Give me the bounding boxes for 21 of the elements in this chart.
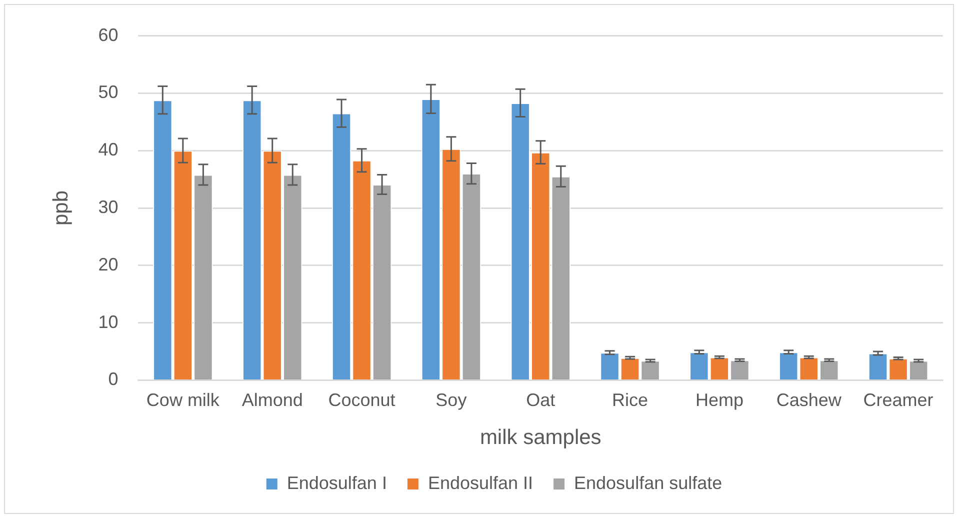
x-tick-label: Cow milk: [146, 390, 220, 410]
x-tick-label: Hemp: [695, 390, 744, 410]
y-tick-label: 30: [98, 196, 118, 217]
y-axis-title: ppb: [49, 190, 72, 226]
y-tick-label: 10: [98, 312, 118, 332]
x-tick-label: Rice: [612, 390, 648, 410]
legend-label: Endosulfan sulfate: [574, 472, 722, 493]
legend-label: Endosulfan II: [428, 472, 534, 493]
y-tick-label: 50: [98, 82, 118, 102]
x-tick-label: Oat: [526, 390, 556, 410]
x-tick-label: Soy: [436, 390, 467, 410]
y-tick-label: 40: [98, 140, 118, 160]
y-tick-label: 20: [98, 254, 118, 274]
x-tick-label: Almond: [242, 390, 303, 410]
x-tick-label: Creamer: [863, 390, 934, 410]
legend-label: Endosulfan I: [286, 472, 387, 493]
y-tick-label: 0: [108, 369, 118, 390]
x-tick-label: Cashew: [776, 390, 842, 410]
x-tick-label: Coconut: [328, 390, 396, 410]
x-axis-title: milk samples: [480, 426, 602, 450]
y-tick-label: 60: [98, 24, 118, 45]
